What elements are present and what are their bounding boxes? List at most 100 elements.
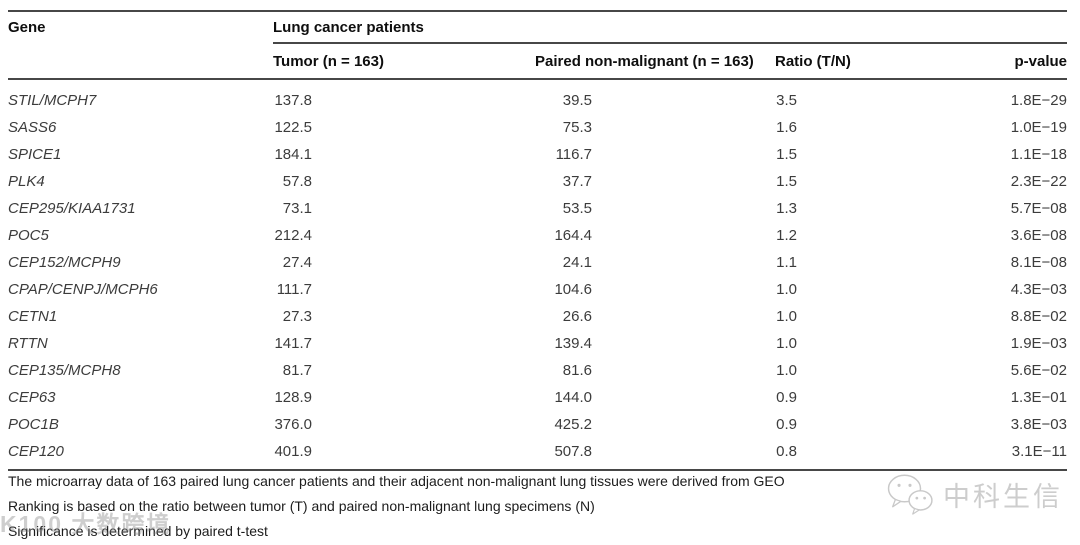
gene-name-cell: CEP295/KIAA1731 [8, 200, 136, 217]
gene-name-cell: SPICE1 [8, 146, 62, 163]
header-row-columns: Tumor (n = 163) Paired non-malignant (n … [8, 43, 1067, 80]
table-footnotes: The microarray data of 163 paired lung c… [8, 469, 785, 544]
ratio-value-cell: 0.9 [776, 416, 797, 433]
ratio-value-cell: 0.8 [776, 443, 797, 460]
gene-expression-table: Gene Lung cancer patients Tumor (n = 163… [8, 10, 1067, 471]
paired-value-cell: 164.4 [554, 227, 592, 244]
gene-name-cell: CPAP/CENPJ/MCPH6 [8, 281, 158, 298]
tumor-value-cell: 141.7 [274, 335, 312, 352]
paired-value-cell: 24.1 [562, 254, 592, 271]
table-header: Gene Lung cancer patients Tumor (n = 163… [8, 11, 1067, 80]
column-header-paired-non-malignant: Paired non-malignant (n = 163) [535, 43, 775, 80]
paired-value-cell: 144.0 [554, 389, 592, 406]
ratio-value-cell: 1.0 [776, 308, 797, 325]
gene-name-cell: PLK4 [8, 173, 45, 190]
column-header-pvalue: p-value [987, 43, 1067, 80]
tumor-value-cell: 73.1 [282, 200, 312, 217]
column-header-gene: Gene [8, 11, 273, 80]
tumor-value-cell: 137.8 [274, 92, 312, 109]
paired-value-cell: 507.8 [554, 443, 592, 460]
gene-name-cell: CEP120 [8, 443, 64, 460]
ratio-value-cell: 1.1 [776, 254, 797, 271]
footnote-line: Significance is determined by paired t-t… [8, 523, 268, 539]
column-header-ratio: Ratio (T/N) [775, 43, 987, 80]
pvalue-cell: 2.3E−22 [1010, 173, 1067, 190]
table-row: CEP120 401.9 507.8 0.8 3.1E−11 [8, 438, 1067, 470]
tumor-value-cell: 27.4 [282, 254, 312, 271]
paired-value-cell: 53.5 [562, 200, 592, 217]
gene-name-cell: SASS6 [8, 119, 57, 136]
watermark-right: 中科生信 [886, 473, 1063, 515]
paired-value-cell: 116.7 [555, 146, 592, 163]
tumor-value-cell: 401.9 [274, 443, 312, 460]
ratio-value-cell: 0.9 [776, 389, 797, 406]
paired-value-cell: 75.3 [562, 119, 592, 136]
gene-name-cell: CEP135/MCPH8 [8, 362, 121, 379]
ratio-value-cell: 1.5 [776, 146, 797, 163]
table-row: STIL/MCPH7 137.8 39.5 3.5 1.8E−29 [8, 79, 1067, 114]
paired-value-cell: 139.4 [554, 335, 592, 352]
tumor-value-cell: 212.4 [274, 227, 312, 244]
tumor-value-cell: 128.9 [274, 389, 312, 406]
tumor-value-cell: 27.3 [282, 308, 312, 325]
gene-name-cell: CEP63 [8, 389, 56, 406]
gene-name-cell: STIL/MCPH7 [8, 92, 97, 109]
pvalue-cell: 8.1E−08 [1010, 254, 1067, 271]
pvalue-cell: 1.0E−19 [1010, 119, 1067, 136]
table-row: SPICE1 184.1 116.7 1.5 1.1E−18 [8, 141, 1067, 168]
paired-value-cell: 39.5 [562, 92, 592, 109]
header-row-group: Gene Lung cancer patients [8, 11, 1067, 80]
tumor-value-cell: 376.0 [274, 416, 312, 433]
table-row: CEP295/KIAA1731 73.1 53.5 1.3 5.7E−08 [8, 195, 1067, 222]
pvalue-cell: 3.1E−11 [1011, 443, 1067, 460]
table-row: CPAP/CENPJ/MCPH6 111.7 104.6 1.0 4.3E−03 [8, 276, 1067, 303]
ratio-value-cell: 1.0 [776, 335, 797, 352]
pvalue-cell: 1.9E−03 [1010, 335, 1067, 352]
pvalue-cell: 1.3E−01 [1010, 389, 1067, 406]
paired-value-cell: 425.2 [554, 416, 592, 433]
paired-value-cell: 104.6 [554, 281, 592, 298]
tumor-value-cell: 57.8 [282, 173, 312, 190]
footnote-line: Ranking is based on the ratio between tu… [8, 498, 595, 514]
pvalue-cell: 5.6E−02 [1010, 362, 1067, 379]
column-group-header-lung-cancer-patients: Lung cancer patients [273, 11, 1067, 44]
wechat-icon [886, 473, 934, 515]
gene-name-cell: POC5 [8, 227, 49, 244]
ratio-value-cell: 3.5 [776, 92, 797, 109]
table-row: CETN1 27.3 26.6 1.0 8.8E−02 [8, 303, 1067, 330]
ratio-value-cell: 1.0 [776, 281, 797, 298]
tumor-value-cell: 111.7 [276, 281, 312, 298]
table-row: RTTN 141.7 139.4 1.0 1.9E−03 [8, 330, 1067, 357]
ratio-value-cell: 1.5 [776, 173, 797, 190]
pvalue-cell: 5.7E−08 [1010, 200, 1067, 217]
gene-name-cell: CETN1 [8, 308, 58, 325]
table-row: SASS6 122.5 75.3 1.6 1.0E−19 [8, 114, 1067, 141]
gene-name-cell: RTTN [8, 335, 48, 352]
ratio-value-cell: 1.0 [776, 362, 797, 379]
pvalue-cell: 4.3E−03 [1010, 281, 1067, 298]
tumor-value-cell: 81.7 [282, 362, 312, 379]
gene-name-cell: CEP152/MCPH9 [8, 254, 121, 271]
watermark-right-label: 中科生信 [943, 481, 1063, 512]
table-row: CEP152/MCPH9 27.4 24.1 1.1 8.1E−08 [8, 249, 1067, 276]
pvalue-cell: 8.8E−02 [1010, 308, 1067, 325]
table-row: PLK4 57.8 37.7 1.5 2.3E−22 [8, 168, 1067, 195]
footnote-line: The microarray data of 163 paired lung c… [8, 473, 785, 489]
gene-name-cell: POC1B [8, 416, 59, 433]
table-row: CEP63 128.9 144.0 0.9 1.3E−01 [8, 384, 1067, 411]
paired-value-cell: 37.7 [562, 173, 592, 190]
ratio-value-cell: 1.6 [776, 119, 797, 136]
pvalue-cell: 1.8E−29 [1010, 92, 1067, 109]
column-header-tumor: Tumor (n = 163) [273, 43, 535, 80]
pvalue-cell: 1.1E−18 [1010, 146, 1067, 163]
table-row: POC1B 376.0 425.2 0.9 3.8E−03 [8, 411, 1067, 438]
paired-value-cell: 26.6 [562, 308, 592, 325]
tumor-value-cell: 184.1 [274, 146, 312, 163]
ratio-value-cell: 1.3 [776, 200, 797, 217]
paired-value-cell: 81.6 [562, 362, 592, 379]
ratio-value-cell: 1.2 [776, 227, 797, 244]
pvalue-cell: 3.6E−08 [1010, 227, 1067, 244]
tumor-value-cell: 122.5 [274, 119, 312, 136]
table-row: POC5 212.4 164.4 1.2 3.6E−08 [8, 222, 1067, 249]
